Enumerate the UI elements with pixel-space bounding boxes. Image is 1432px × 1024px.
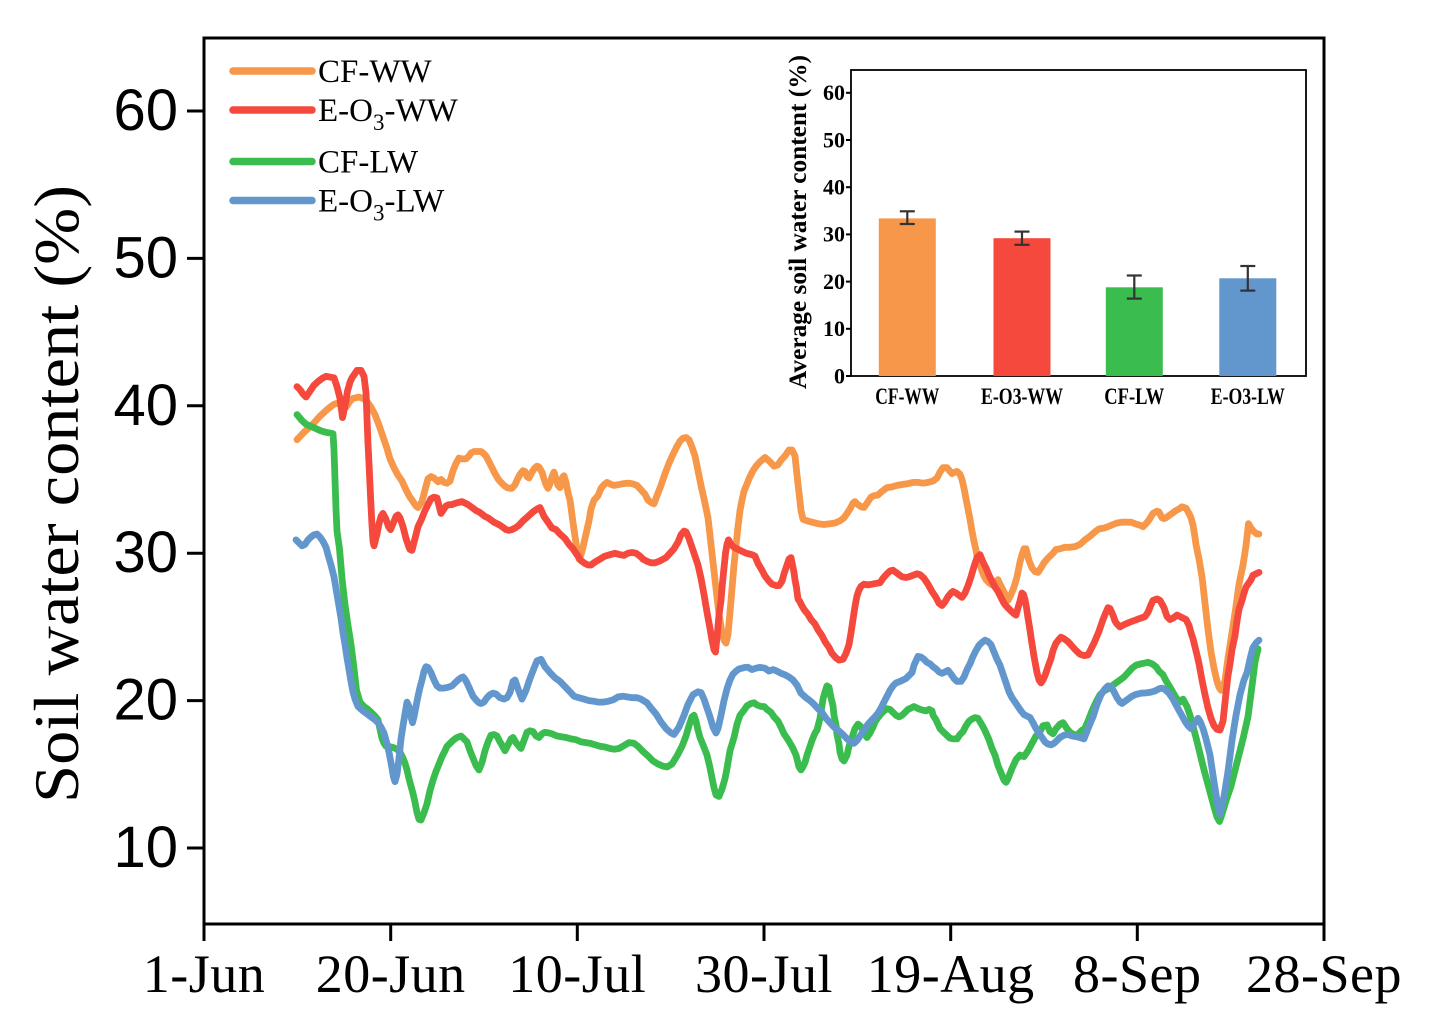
svg-text:60: 60 [113,78,178,143]
svg-text:Average soil water content (%): Average soil water content (%) [785,55,812,389]
svg-text:30-Jul: 30-Jul [695,944,833,1004]
svg-text:CF-LW: CF-LW [318,145,419,181]
svg-text:20-Jun: 20-Jun [316,944,466,1004]
svg-text:CF-LW: CF-LW [1104,384,1164,409]
svg-text:20: 20 [823,269,845,294]
svg-text:60: 60 [823,80,845,105]
svg-text:30: 30 [113,520,178,585]
svg-text:E-O3-LW: E-O3-LW [1211,384,1285,409]
svg-text:10: 10 [113,815,178,880]
svg-text:28-Sep: 28-Sep [1246,944,1402,1004]
svg-text:30: 30 [823,222,845,247]
svg-text:0: 0 [834,363,845,388]
svg-text:1-Jun: 1-Jun [143,944,266,1004]
svg-text:50: 50 [823,127,845,152]
svg-text:40: 40 [113,373,178,438]
svg-text:40: 40 [823,175,845,200]
svg-text:19-Aug: 19-Aug [867,944,1035,1004]
svg-text:8-Sep: 8-Sep [1073,944,1201,1004]
svg-text:CF-WW: CF-WW [318,54,433,90]
svg-text:10-Jul: 10-Jul [508,944,646,1004]
svg-text:E-O3-WW: E-O3-WW [318,93,459,135]
svg-text:10: 10 [823,316,845,341]
svg-text:20: 20 [113,668,178,733]
svg-text:CF-WW: CF-WW [875,384,939,409]
svg-text:50: 50 [113,225,178,290]
svg-text:E-O3-WW: E-O3-WW [981,384,1063,409]
svg-text:Soil water content (%): Soil water content (%) [21,185,92,803]
svg-text:E-O3-LW: E-O3-LW [318,184,445,226]
